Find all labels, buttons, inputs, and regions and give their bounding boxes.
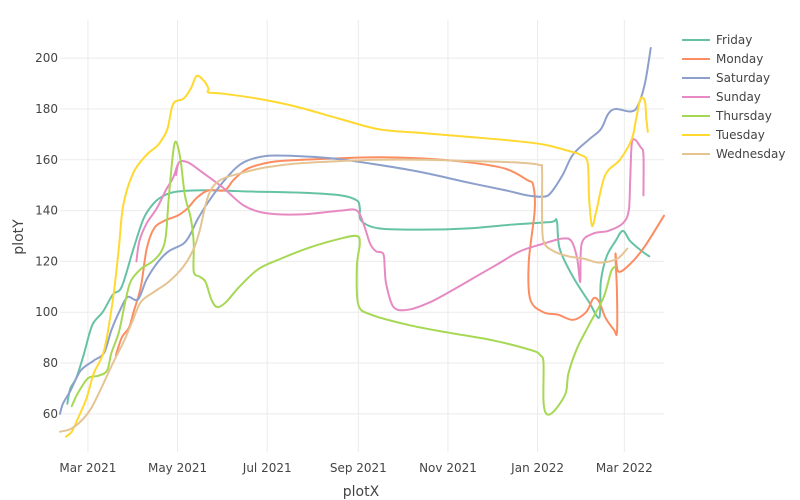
- x-tick-label: Mar 2021: [59, 461, 116, 475]
- legend-item-monday[interactable]: Monday: [682, 52, 763, 66]
- y-tick-label: 100: [35, 305, 58, 319]
- x-tick-label: Sep 2021: [330, 461, 387, 475]
- legend-label: Tuesday: [715, 128, 765, 142]
- y-tick-label: 60: [43, 407, 58, 421]
- legend-label: Saturday: [716, 71, 770, 85]
- x-tick-label: Nov 2021: [419, 461, 477, 475]
- y-axis: 60 80 100 120 140 160 180 200: [35, 51, 58, 421]
- x-axis: Mar 2021 May 2021 Jul 2021 Sep 2021 Nov 2021…: [59, 461, 652, 475]
- x-tick-label: Jul 2021: [242, 461, 292, 475]
- x-axis-title: plotX: [343, 484, 380, 500]
- x-tick-label: Jan 2022: [510, 461, 564, 475]
- y-tick-label: 120: [35, 254, 58, 268]
- series-line-sunday: [135, 138, 645, 312]
- series-line-tuesday: [64, 74, 649, 438]
- y-tick-label: 160: [35, 153, 58, 167]
- legend-item-friday[interactable]: Friday: [682, 33, 752, 47]
- legend-label: Wednesday: [716, 147, 785, 161]
- y-tick-label: 180: [35, 102, 58, 116]
- legend-item-sunday[interactable]: Sunday: [682, 90, 761, 104]
- y-tick-label: 80: [43, 356, 58, 370]
- legend-item-wednesday[interactable]: Wednesday: [682, 147, 785, 161]
- y-tick-label: 200: [35, 51, 58, 65]
- legend[interactable]: Friday Monday Saturday Sunday Thursday Tuesda…: [682, 33, 785, 161]
- legend-label: Sunday: [716, 90, 761, 104]
- x-tick-label: May 2021: [148, 461, 207, 475]
- y-tick-label: 140: [35, 204, 58, 218]
- series-line-thursday: [70, 140, 617, 416]
- legend-label: Friday: [716, 33, 752, 47]
- y-axis-title: plotY: [11, 219, 27, 255]
- x-tick-label: Mar 2022: [596, 461, 653, 475]
- series-line-saturday: [59, 46, 652, 415]
- legend-label: Monday: [716, 52, 763, 66]
- plot-area: [59, 46, 665, 438]
- legend-item-saturday[interactable]: Saturday: [682, 71, 770, 85]
- series-line-monday: [114, 156, 665, 357]
- legend-label: Thursday: [715, 109, 772, 123]
- series-line-wednesday: [59, 158, 629, 433]
- legend-item-tuesday[interactable]: Tuesday: [682, 128, 765, 142]
- legend-item-thursday[interactable]: Thursday: [682, 109, 772, 123]
